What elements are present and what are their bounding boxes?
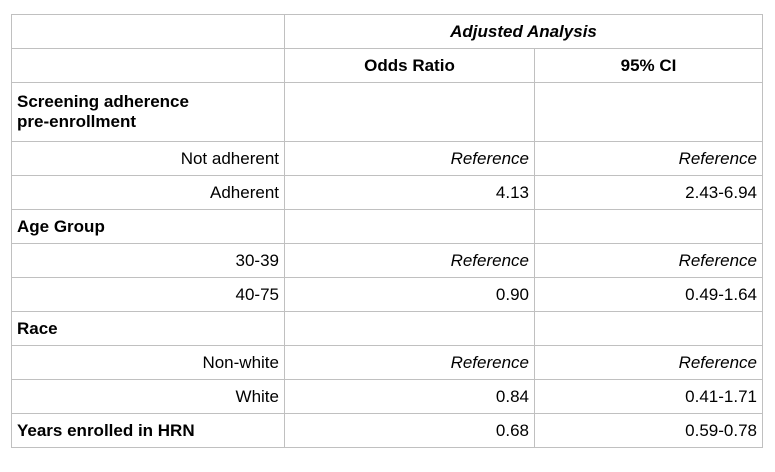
empty-cell: [534, 82, 763, 142]
data-row: 30-39 Reference Reference: [11, 243, 763, 278]
value-cell: 4.13: [284, 175, 535, 210]
column-header: Odds Ratio: [284, 48, 535, 83]
empty-cell: [284, 82, 535, 142]
row-label: Adherent: [11, 175, 285, 210]
row-label: 40-75: [11, 277, 285, 312]
section-label: Years enrolled in HRN: [11, 413, 285, 448]
value-cell: 0.49-1.64: [534, 277, 763, 312]
empty-cell: [11, 48, 285, 83]
value-cell: 2.43-6.94: [534, 175, 763, 210]
empty-cell: [534, 209, 763, 244]
value-cell: 0.84: [284, 379, 535, 414]
value-cell: 0.68: [284, 413, 535, 448]
section-row: Screening adherence pre-enrollment: [11, 82, 763, 142]
value-cell: 0.41-1.71: [534, 379, 763, 414]
empty-cell: [284, 311, 535, 346]
value-cell: Reference: [534, 243, 763, 278]
results-table: Adjusted Analysis Odds Ratio 95% CI Scre…: [11, 14, 763, 448]
data-row: White 0.84 0.41-1.71: [11, 379, 763, 414]
header-title: Adjusted Analysis: [284, 14, 763, 49]
row-label: Non-white: [11, 345, 285, 380]
section-row: Age Group: [11, 209, 763, 244]
row-label: Not adherent: [11, 141, 285, 176]
empty-cell: [284, 209, 535, 244]
header-row: Adjusted Analysis: [11, 14, 763, 49]
section-label: Screening adherence pre-enrollment: [11, 82, 285, 142]
row-label: White: [11, 379, 285, 414]
row-label: 30-39: [11, 243, 285, 278]
value-cell: Reference: [284, 141, 535, 176]
data-row: 40-75 0.90 0.49-1.64: [11, 277, 763, 312]
header-row: Odds Ratio 95% CI: [11, 48, 763, 83]
value-cell: Reference: [534, 345, 763, 380]
data-row: Non-white Reference Reference: [11, 345, 763, 380]
section-label: Age Group: [11, 209, 285, 244]
value-cell: Reference: [284, 243, 535, 278]
section-row: Race: [11, 311, 763, 346]
data-row: Not adherent Reference Reference: [11, 141, 763, 176]
empty-cell: [534, 311, 763, 346]
value-cell: Reference: [284, 345, 535, 380]
section-row: Years enrolled in HRN 0.68 0.59-0.78: [11, 413, 763, 448]
empty-cell: [11, 14, 285, 49]
value-cell: 0.59-0.78: [534, 413, 763, 448]
section-label: Race: [11, 311, 285, 346]
column-header: 95% CI: [534, 48, 763, 83]
value-cell: 0.90: [284, 277, 535, 312]
data-row: Adherent 4.13 2.43-6.94: [11, 175, 763, 210]
value-cell: Reference: [534, 141, 763, 176]
